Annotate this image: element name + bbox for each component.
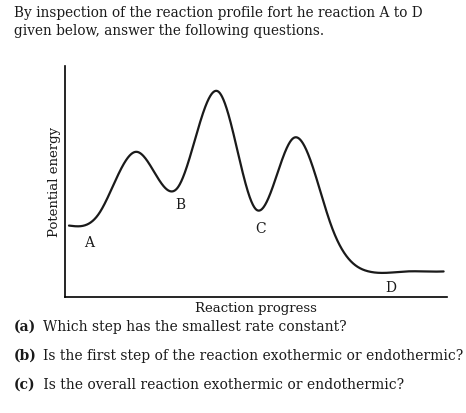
Text: C: C [255, 222, 266, 235]
Text: A: A [84, 235, 94, 249]
Text: (b): (b) [14, 349, 37, 363]
Y-axis label: Potential energy: Potential energy [48, 127, 61, 237]
Text: By inspection of the reaction profile fort he reaction A to D: By inspection of the reaction profile fo… [14, 6, 423, 20]
Text: D: D [385, 281, 397, 295]
Text: Is the first step of the reaction exothermic or endothermic?: Is the first step of the reaction exothe… [43, 349, 463, 363]
Text: B: B [176, 198, 186, 212]
Text: Which step has the smallest rate constant?: Which step has the smallest rate constan… [43, 320, 347, 334]
Text: given below, answer the following questions.: given below, answer the following questi… [14, 24, 324, 38]
X-axis label: Reaction progress: Reaction progress [195, 301, 317, 315]
Text: (a): (a) [14, 320, 36, 334]
Text: (c): (c) [14, 378, 35, 392]
Text: Is the overall reaction exothermic or endothermic?: Is the overall reaction exothermic or en… [39, 378, 404, 392]
